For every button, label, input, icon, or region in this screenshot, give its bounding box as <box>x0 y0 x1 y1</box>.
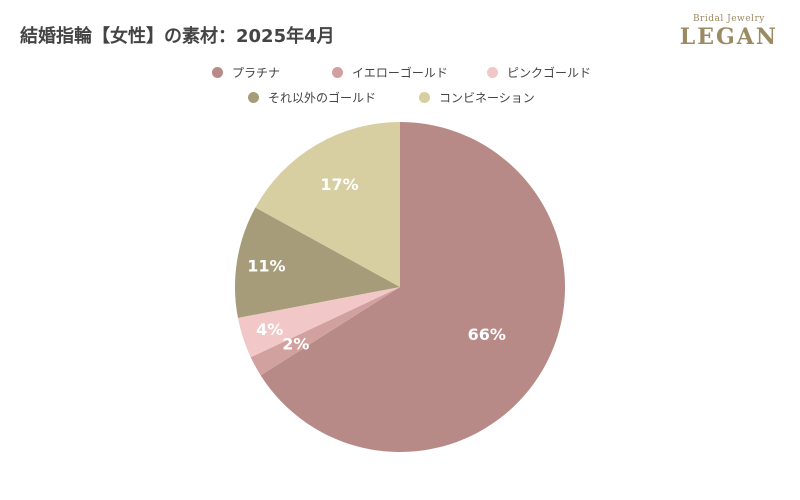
legend-item-other-gold[interactable]: それ以外のゴールド <box>248 89 376 106</box>
legend-label: コンビネーション <box>439 91 535 105</box>
legend-swatch <box>419 92 430 103</box>
pie-slice-label: 66% <box>468 325 506 344</box>
legend-item-platinum[interactable]: プラチナ <box>212 64 280 81</box>
pie-slice-label: 11% <box>247 256 285 275</box>
legend-label: プラチナ <box>232 66 281 80</box>
legend-item-yellow-gold[interactable]: イエローゴールド <box>332 64 448 81</box>
pie-slice-combination[interactable] <box>255 121 400 287</box>
legend-item-combination[interactable]: コンビネーション <box>419 89 535 106</box>
pie-slice-platinum[interactable] <box>260 122 565 452</box>
chart-title: 結婚指輪【女性】の素材：2025年4月 <box>20 26 335 47</box>
pie-slice-pink-gold[interactable] <box>237 287 400 358</box>
pie-slice-label: 17% <box>320 175 358 194</box>
pie-slice-label: 2% <box>282 335 309 354</box>
legend-item-pink-gold[interactable]: ピンクゴールド <box>487 64 591 81</box>
legend-swatch <box>248 92 259 103</box>
logo-wordmark: LEGAN <box>679 24 778 50</box>
legend-swatch <box>487 67 498 78</box>
chart-legend: プラチナ イエローゴールド ピンクゴールド それ以外のゴールド コンビネーション <box>0 64 800 108</box>
legend-swatch <box>212 67 223 78</box>
pie-slice-label: 4% <box>256 320 283 339</box>
legend-swatch <box>332 67 343 78</box>
legend-label: ピンクゴールド <box>507 66 592 80</box>
logo-subtitle: Bridal Jewelry <box>692 14 765 24</box>
legend-label: イエローゴールド <box>352 66 448 80</box>
pie-slice-other-gold[interactable] <box>235 207 400 318</box>
brand-logo: Bridal Jewelry LEGAN <box>680 14 778 49</box>
pie-slice-yellow-gold[interactable] <box>250 287 400 376</box>
legend-label: それ以外のゴールド <box>268 91 377 105</box>
